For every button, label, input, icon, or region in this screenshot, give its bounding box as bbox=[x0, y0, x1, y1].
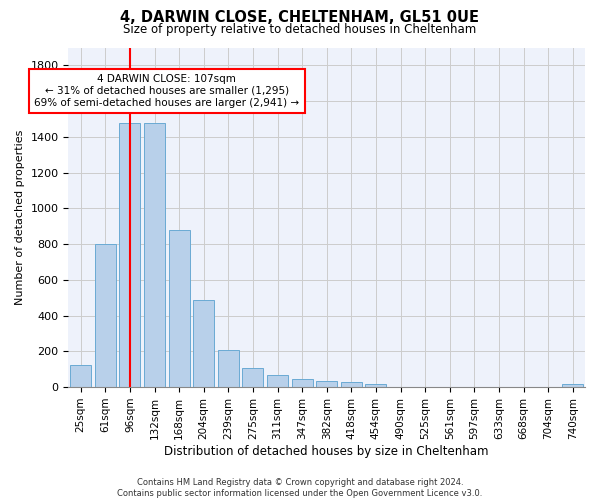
Text: Contains HM Land Registry data © Crown copyright and database right 2024.
Contai: Contains HM Land Registry data © Crown c… bbox=[118, 478, 482, 498]
Text: 4 DARWIN CLOSE: 107sqm
← 31% of detached houses are smaller (1,295)
69% of semi-: 4 DARWIN CLOSE: 107sqm ← 31% of detached… bbox=[34, 74, 299, 108]
Bar bbox=[95, 244, 116, 387]
Bar bbox=[292, 379, 313, 387]
Y-axis label: Number of detached properties: Number of detached properties bbox=[15, 130, 25, 305]
Bar bbox=[242, 368, 263, 387]
Bar bbox=[193, 300, 214, 387]
Bar bbox=[562, 384, 583, 387]
Text: Size of property relative to detached houses in Cheltenham: Size of property relative to detached ho… bbox=[124, 22, 476, 36]
Bar bbox=[316, 381, 337, 387]
Bar bbox=[144, 122, 165, 387]
Bar bbox=[218, 350, 239, 387]
Bar bbox=[169, 230, 190, 387]
Bar bbox=[341, 382, 362, 387]
Bar bbox=[119, 122, 140, 387]
Bar bbox=[70, 365, 91, 387]
Text: 4, DARWIN CLOSE, CHELTENHAM, GL51 0UE: 4, DARWIN CLOSE, CHELTENHAM, GL51 0UE bbox=[121, 10, 479, 25]
Bar bbox=[267, 376, 288, 387]
Bar bbox=[365, 384, 386, 387]
X-axis label: Distribution of detached houses by size in Cheltenham: Distribution of detached houses by size … bbox=[164, 444, 489, 458]
